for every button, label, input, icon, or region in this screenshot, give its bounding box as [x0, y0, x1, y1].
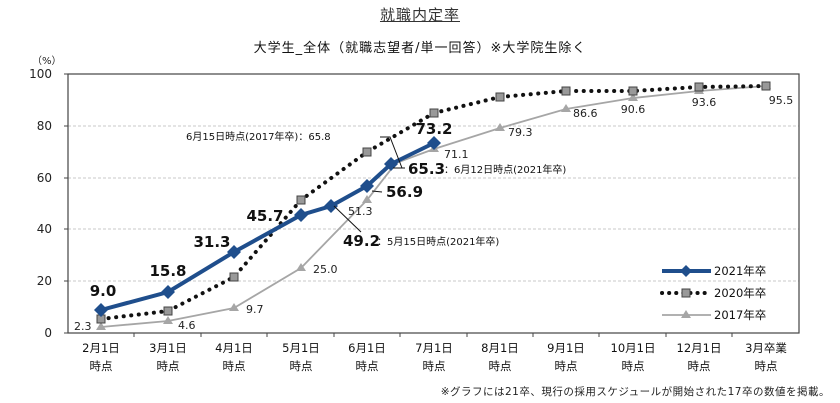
data-label-2017: 4.6 — [178, 319, 196, 332]
x-tick-label: 時点 — [423, 359, 446, 373]
leader-lines — [333, 136, 405, 233]
annotation-2017-jun15: 6月15日時点(2017年卒)：65.8 — [186, 130, 331, 143]
x-tick-label: 6月1日 — [348, 341, 386, 355]
triangle-marker — [96, 81, 771, 330]
x-axis-labels: 2月1日 3月1日 4月1日 5月1日 6月1日 7月1日 8月1日 9月1日 … — [82, 341, 787, 373]
series-2017 — [96, 81, 771, 330]
data-label-2017: 86.6 — [573, 107, 598, 120]
x-tick-label: 時点 — [223, 359, 246, 373]
x-tick-label: 4月1日 — [215, 341, 253, 355]
x-tick-label: 9月1日 — [547, 341, 585, 355]
triangle-icon — [681, 310, 691, 318]
y-axis: 0 20 40 60 80 100 — [29, 67, 68, 340]
data-label-2017: 9.7 — [246, 303, 264, 316]
y-tick-label: 0 — [44, 326, 52, 340]
data-label-2017: 93.6 — [692, 96, 717, 109]
y-axis-unit: （%） — [32, 56, 62, 67]
svg-text:2020年卒: 2020年卒 — [714, 286, 766, 300]
x-tick-label: 2月1日 — [82, 341, 120, 355]
x-tick-label: 10月1日 — [611, 341, 656, 355]
x-tick-label: 8月1日 — [481, 341, 519, 355]
data-label-2021: 65.3 — [408, 160, 445, 178]
legend: 2021年卒 2020年卒 2017年卒 — [660, 264, 766, 322]
data-label-2021: 56.9 — [386, 183, 423, 201]
svg-text:2021年卒: 2021年卒 — [714, 264, 766, 278]
data-label-2017: 25.0 — [313, 263, 338, 276]
chart-subtitle: 大学生_全体（就職志望者/単一回答）※大学院生除く — [253, 41, 587, 56]
diamond-icon — [680, 265, 692, 277]
diamond-marker — [94, 136, 441, 317]
data-label-2021: 45.7 — [246, 207, 283, 225]
data-label-2017: 71.1 — [444, 148, 469, 161]
plot-area — [67, 73, 800, 334]
legend-item-2017: 2017年卒 — [662, 308, 766, 322]
x-tick-label: 3月1日 — [149, 341, 187, 355]
square-icon — [681, 288, 691, 298]
svg-text:2017年卒: 2017年卒 — [714, 308, 766, 322]
data-label-2021: 9.0 — [90, 282, 117, 300]
data-label-2021: 49.2 — [343, 232, 380, 250]
annotation-2021-may15: ：5月15日時点(2021年卒) — [377, 235, 499, 248]
x-tick-label: 時点 — [755, 359, 778, 373]
x-tick-label: 3月卒業 — [745, 341, 787, 355]
x-tick-label: 5月1日 — [282, 341, 320, 355]
legend-item-2021: 2021年卒 — [662, 264, 766, 278]
square-marker — [96, 81, 771, 324]
chart-title: 就職内定率 — [379, 6, 460, 24]
x-tick-label: 7月1日 — [415, 341, 453, 355]
data-label-2017: 51.3 — [348, 205, 373, 218]
x-tick-label: 時点 — [356, 359, 379, 373]
x-tick-label: 時点 — [157, 359, 180, 373]
y-tick-label: 100 — [29, 67, 52, 81]
series-2020 — [96, 81, 771, 324]
y-tick-label: 20 — [37, 274, 52, 288]
data-label-2021: 15.8 — [149, 262, 186, 280]
x-tick-label: 時点 — [489, 359, 512, 373]
data-label-2021: 31.3 — [193, 233, 230, 251]
annotation-2021-jun12: ：6月12日時点(2021年卒) — [444, 163, 566, 176]
y-tick-label: 40 — [37, 222, 52, 236]
y-tick-label: 60 — [37, 171, 52, 185]
data-label-2017: 95.5 — [769, 94, 794, 107]
legend-item-2020: 2020年卒 — [660, 286, 766, 300]
footnote: ※グラフには21卒、現行の採用スケジュールが開始された17卒の数値を掲載。 — [440, 386, 830, 398]
x-tick-label: 時点 — [688, 359, 711, 373]
x-tick-label: 12月1日 — [677, 341, 722, 355]
y-tick-label: 80 — [37, 119, 52, 133]
series-2021 — [94, 136, 441, 317]
x-tick-label: 時点 — [555, 359, 578, 373]
x-axis — [133, 333, 733, 337]
data-label-2021: 73.2 — [415, 120, 452, 138]
x-tick-label: 時点 — [290, 359, 313, 373]
data-label-2017: 2.3 — [74, 320, 92, 333]
x-tick-label: 時点 — [90, 359, 113, 373]
data-label-2017: 79.3 — [508, 126, 533, 139]
x-tick-label: 時点 — [622, 359, 645, 373]
data-label-2017: 90.6 — [621, 103, 646, 116]
